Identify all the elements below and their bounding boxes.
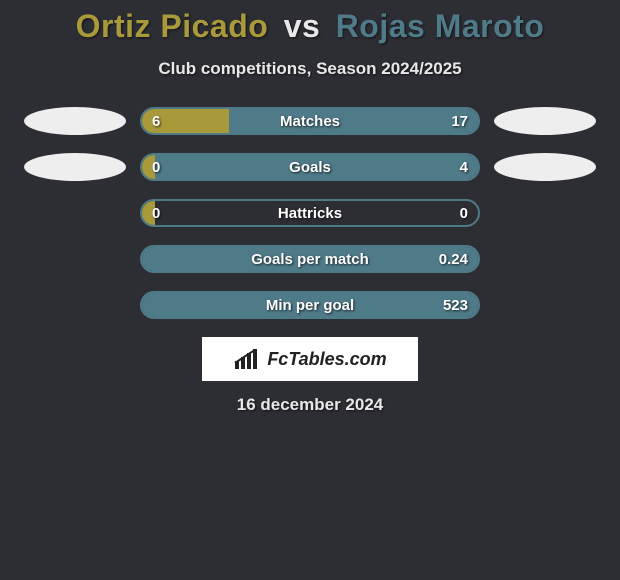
stat-value-player2: 0.24 — [439, 247, 468, 271]
comparison-card: Ortiz Picado vs Rojas Maroto Club compet… — [0, 0, 620, 415]
player1-flag — [24, 107, 126, 135]
stat-row: Min per goal523 — [0, 291, 620, 319]
stat-bar: 0Hattricks0 — [140, 199, 480, 227]
brand-logo: FcTables.com — [202, 337, 418, 381]
stat-bar: 0Goals4 — [140, 153, 480, 181]
player2-flag — [494, 153, 596, 181]
player2-flag — [494, 107, 596, 135]
stat-label: Hattricks — [142, 201, 478, 225]
stat-row: 6Matches17 — [0, 107, 620, 135]
stat-bar: Min per goal523 — [140, 291, 480, 319]
stat-label: Matches — [142, 109, 478, 133]
stat-row: 0Hattricks0 — [0, 199, 620, 227]
stat-row: 0Goals4 — [0, 153, 620, 181]
stat-label: Goals per match — [142, 247, 478, 271]
stat-label: Min per goal — [142, 293, 478, 317]
stat-value-player2: 0 — [460, 201, 468, 225]
player2-name: Rojas Maroto — [336, 8, 545, 44]
page-title: Ortiz Picado vs Rojas Maroto — [0, 8, 620, 45]
subtitle: Club competitions, Season 2024/2025 — [0, 59, 620, 79]
stat-label: Goals — [142, 155, 478, 179]
chart-icon — [233, 347, 261, 371]
vs-text: vs — [284, 8, 321, 44]
player1-flag — [24, 153, 126, 181]
stats-rows: 6Matches170Goals40Hattricks0Goals per ma… — [0, 107, 620, 319]
player1-name: Ortiz Picado — [76, 8, 269, 44]
stat-value-player2: 523 — [443, 293, 468, 317]
brand-text: FcTables.com — [267, 349, 386, 370]
stat-value-player2: 4 — [460, 155, 468, 179]
stat-bar: 6Matches17 — [140, 107, 480, 135]
stat-row: Goals per match0.24 — [0, 245, 620, 273]
stat-value-player2: 17 — [451, 109, 468, 133]
date-text: 16 december 2024 — [0, 395, 620, 415]
stat-bar: Goals per match0.24 — [140, 245, 480, 273]
